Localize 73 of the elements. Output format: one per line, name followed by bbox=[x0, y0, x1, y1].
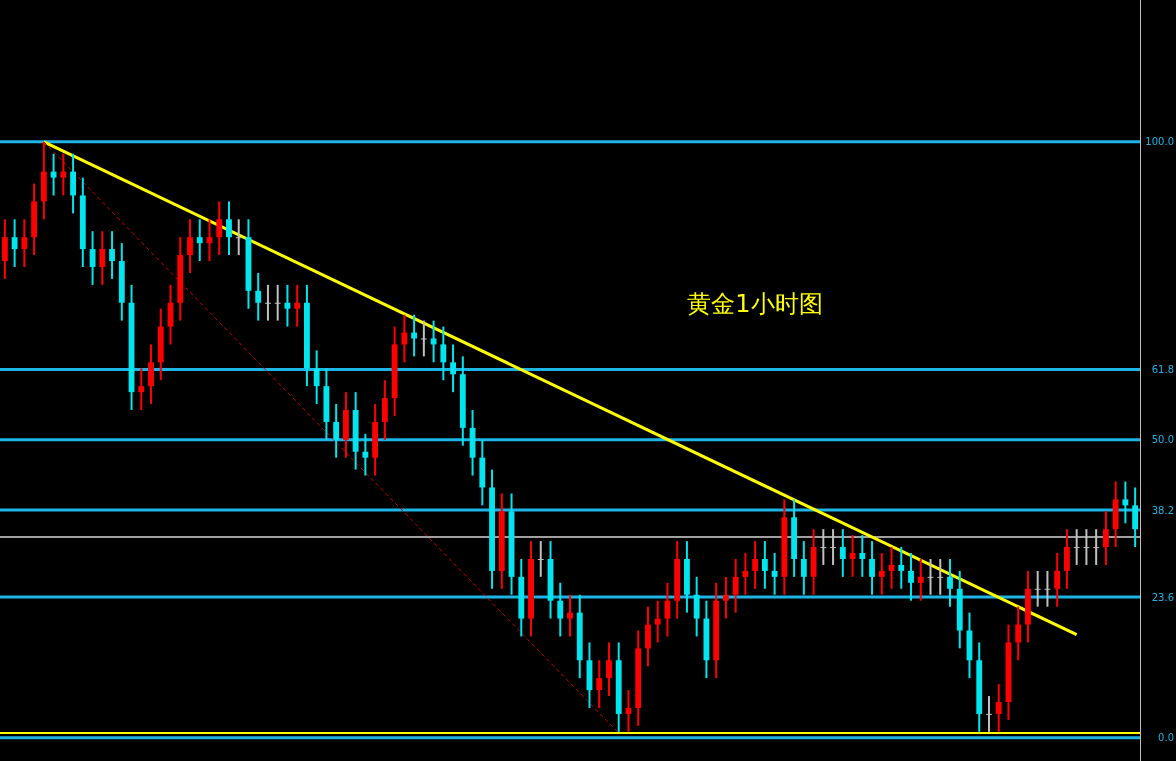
candlestick bbox=[1015, 605, 1022, 662]
candlestick bbox=[138, 367, 145, 411]
candlestick bbox=[109, 230, 115, 280]
candlestick bbox=[313, 349, 320, 406]
candlestick bbox=[362, 432, 369, 477]
candlestick bbox=[1, 218, 8, 280]
candlestick bbox=[401, 313, 408, 364]
candlestick bbox=[255, 271, 262, 322]
candlestick bbox=[654, 599, 661, 644]
candlestick bbox=[986, 695, 992, 733]
candlestick bbox=[196, 218, 203, 263]
candlestick bbox=[99, 230, 106, 286]
candlestick bbox=[761, 540, 768, 590]
candlestick bbox=[567, 593, 573, 638]
candlestick bbox=[557, 581, 564, 638]
candlestick bbox=[1054, 552, 1061, 608]
candlestick bbox=[50, 152, 57, 197]
candlestick bbox=[1122, 480, 1129, 525]
candlestick bbox=[226, 200, 232, 257]
candlestick bbox=[216, 200, 223, 257]
candlestick bbox=[878, 552, 885, 596]
candlestick bbox=[742, 552, 749, 596]
candlestick bbox=[752, 540, 759, 590]
candlestick bbox=[1064, 528, 1070, 590]
candlestick bbox=[898, 546, 905, 590]
candlestick bbox=[274, 283, 281, 322]
candlestick bbox=[1034, 569, 1041, 608]
y-tick-label: 38.2 bbox=[1151, 504, 1174, 516]
candlestick bbox=[830, 528, 836, 566]
candlestick bbox=[1132, 486, 1139, 549]
candlestick bbox=[995, 683, 1002, 733]
candlestick bbox=[294, 283, 301, 328]
y-tick-label: 50.0 bbox=[1151, 434, 1174, 446]
candlestick bbox=[21, 218, 28, 268]
candlestick bbox=[645, 605, 651, 668]
candlestick bbox=[596, 659, 603, 709]
candlestick bbox=[693, 575, 700, 638]
candlestick bbox=[908, 552, 914, 602]
candlestick bbox=[333, 403, 340, 459]
candlestick bbox=[732, 557, 739, 614]
candlestick bbox=[917, 557, 924, 602]
candlestick bbox=[1083, 528, 1090, 566]
candlestick bbox=[869, 540, 875, 596]
candlestick bbox=[430, 319, 437, 364]
candlestick bbox=[381, 379, 388, 441]
candlestick bbox=[771, 552, 778, 596]
candlestick bbox=[148, 343, 154, 406]
candlestick bbox=[235, 218, 242, 257]
candlestick bbox=[70, 152, 76, 215]
annotation: 黄金1小时图 bbox=[687, 290, 823, 318]
candlestick bbox=[839, 528, 846, 578]
candlestick bbox=[420, 319, 427, 358]
candlestick bbox=[937, 557, 944, 596]
candlestick bbox=[820, 528, 827, 566]
y-tick-label: 61.8 bbox=[1151, 363, 1174, 375]
candlestick bbox=[537, 540, 544, 578]
candlestick bbox=[1102, 510, 1109, 566]
candlestick bbox=[722, 575, 729, 620]
candlestick bbox=[859, 534, 866, 578]
candlestick bbox=[11, 218, 18, 268]
candlestick bbox=[60, 152, 67, 197]
candlestick bbox=[265, 283, 271, 322]
candlestick bbox=[606, 641, 612, 698]
candlestick bbox=[1093, 528, 1100, 566]
candlestick bbox=[450, 343, 456, 394]
candlestick bbox=[947, 557, 953, 608]
y-tick-label: 0.0 bbox=[1158, 732, 1174, 744]
candlestick bbox=[440, 325, 447, 382]
candlestick bbox=[187, 218, 193, 274]
y-tick-label: 23.6 bbox=[1151, 591, 1174, 603]
candlestick bbox=[1073, 528, 1080, 566]
y-tick-label: 100.0 bbox=[1145, 136, 1174, 148]
candlestick bbox=[800, 540, 807, 596]
